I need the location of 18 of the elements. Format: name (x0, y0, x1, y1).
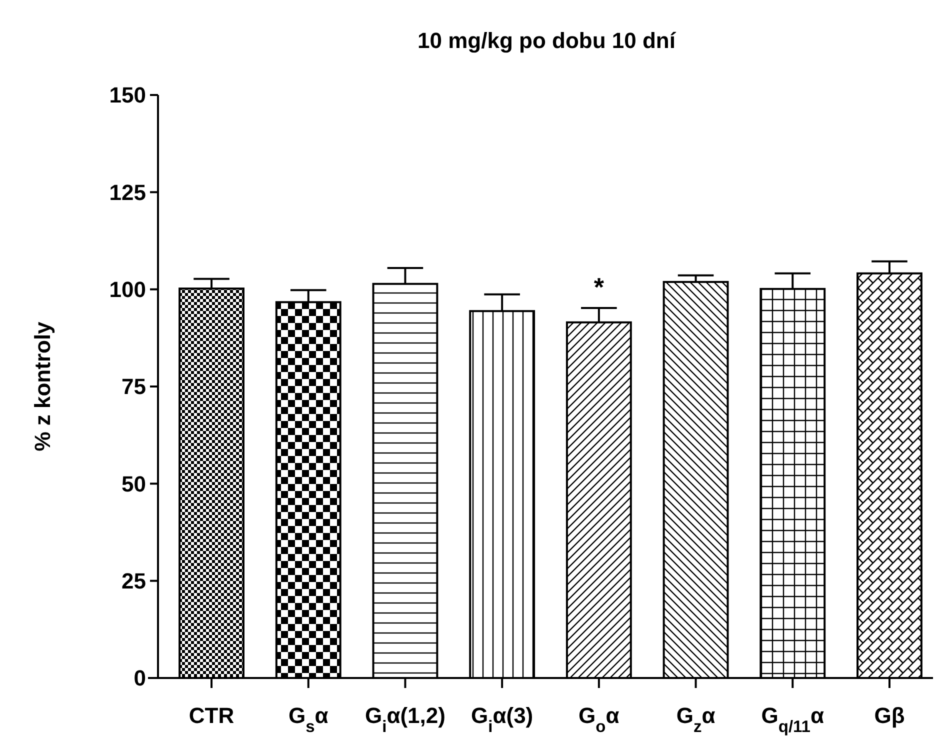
chart-title: 10 mg/kg po dobu 10 dní (418, 28, 676, 53)
y-axis-title: % z kontroly (30, 320, 55, 452)
annotation: * (594, 272, 605, 302)
x-tick-label: G$_{i}$α(1,2) (364, 703, 446, 736)
x-tick-label: G$_{z}$α (676, 703, 716, 736)
y-tick-label: 150 (109, 82, 146, 108)
x-tick-label: G$_{s}$α (288, 703, 329, 736)
x-tick-label: G$_{o}$α (578, 703, 620, 736)
y-tick-label: 50 (122, 471, 146, 496)
x-tick-label: CTR (188, 703, 234, 728)
y-tick-label: 100 (109, 277, 146, 302)
x-tick-label: G$_{q/11}$α (761, 703, 824, 736)
y-tick-label: 25 (122, 568, 146, 594)
x-tick-label: G$_{i}$α(3) (471, 703, 534, 736)
y-tick-label: 75 (122, 374, 146, 400)
y-tick-label: 0 (134, 666, 146, 691)
x-tick-label: Gβ (874, 703, 905, 728)
y-tick-label: 125 (109, 180, 146, 205)
